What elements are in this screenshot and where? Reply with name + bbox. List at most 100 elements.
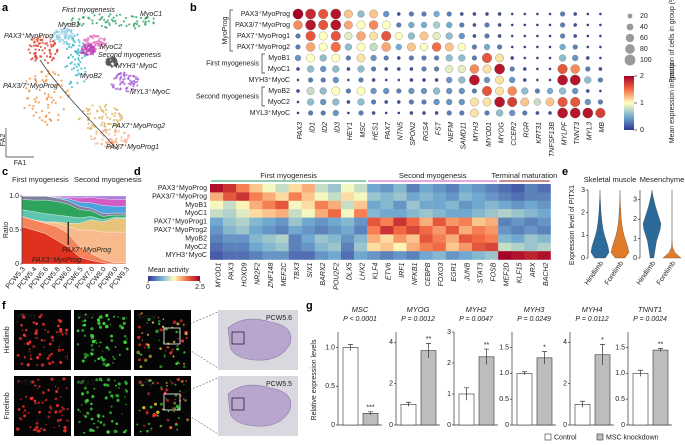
cell-point [68,35,71,39]
cell-point [117,112,121,115]
signal [110,405,113,408]
signal [76,343,80,346]
legend-label: MSC knockdown [606,434,659,441]
signal [143,346,146,349]
signal [76,329,80,333]
signal [172,340,176,344]
signal [146,392,151,396]
cell-point [57,118,60,122]
colorbar [148,276,200,281]
cell [432,251,446,260]
cell-point [41,49,44,52]
signal [82,414,85,417]
cell-point [100,24,103,28]
signal [185,337,188,339]
dot [509,109,516,117]
signal [66,419,69,422]
dot [482,53,492,63]
dot [510,45,514,49]
signal [36,356,40,360]
signal [148,354,152,359]
cell-point [70,36,74,39]
cell-point [41,41,44,44]
dot [446,110,452,116]
cell-point [76,69,79,72]
signal [59,327,63,331]
signal [45,423,47,426]
cell [236,209,250,218]
cell [472,226,486,235]
signal [159,365,163,369]
dot [320,110,326,116]
cell-point [135,15,138,19]
cell-point [146,16,149,19]
signal [123,334,127,338]
cell-point [72,44,75,47]
cell-point [102,111,105,114]
signal [174,398,176,401]
cell-point [144,20,147,23]
bar [594,354,611,426]
dot [570,97,581,107]
dot [397,111,401,115]
dot [599,12,602,16]
cell-point [83,47,86,50]
cell [445,217,460,227]
signal [99,341,102,344]
cell-point [33,53,37,56]
gene-label: SIX1 [307,263,314,278]
cell-point [89,135,93,138]
y-tick-label: 0 [581,255,585,262]
cell-point [115,137,118,140]
dot [548,45,552,49]
y-tick-label: 2 [581,210,585,217]
y-tick-label: 2 [563,381,567,388]
cell [498,234,512,243]
dot [586,23,590,27]
gene-label: EGR1 [451,262,458,281]
signal [40,338,44,342]
cell-point [30,58,33,61]
cell-point [93,116,96,120]
signal [35,425,39,429]
dot [510,34,514,38]
signal [83,386,87,390]
signal [158,320,161,323]
dot [485,12,489,16]
cell-point [123,82,126,86]
cell-point [69,62,72,65]
signal [37,387,39,390]
cell-point [89,35,92,38]
cell [223,192,237,201]
signal [65,387,68,390]
signal [122,316,126,320]
dot [560,33,566,39]
dot [521,87,529,95]
annotation: PAX7⁺MyoProg [62,246,111,254]
size-legend-dot [627,13,633,19]
cell [393,192,407,201]
cell-point [69,31,73,34]
cell [537,217,551,227]
signal [48,411,51,414]
signal [146,333,150,336]
p-value: P = 0.0249 [517,316,551,323]
signal [61,333,64,336]
dot [396,12,401,16]
signal [100,316,104,319]
dot [446,21,453,29]
cell [288,184,302,193]
cell [288,217,302,227]
signal [59,360,61,363]
cell-point [80,48,83,51]
signal [145,411,149,415]
signal [29,426,32,429]
dot [470,97,479,107]
signal [163,391,167,395]
dot [469,64,480,74]
cluster-label: MyoC2 [100,44,122,51]
dot [434,111,439,115]
dot [370,87,377,95]
cell-point [115,140,118,143]
cell-point [119,72,123,75]
